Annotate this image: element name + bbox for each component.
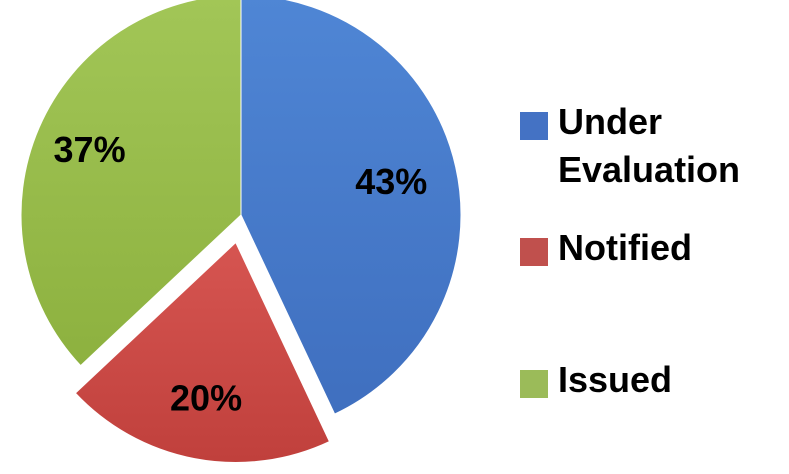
pie-slice-issued	[20, 0, 242, 367]
legend-item-issued: Issued	[520, 356, 778, 404]
pie-slice-under-evaluation	[240, 0, 462, 415]
data-label-issued: 37%	[54, 129, 126, 170]
legend-label-notified: Notified	[558, 227, 692, 268]
legend-swatch-issued	[520, 370, 548, 398]
data-label-notified: 20%	[170, 378, 242, 419]
legend-swatch-under-evaluation	[520, 112, 548, 140]
data-label-under-evaluation: 43%	[355, 161, 427, 202]
legend-swatch-notified	[520, 238, 548, 266]
legend-item-notified: Notified	[520, 224, 778, 272]
legend-label-issued: Issued	[558, 359, 673, 400]
pie-data-labels: 43% 20% 37%	[54, 129, 428, 419]
pie-slices	[20, 0, 462, 464]
pie-slice-notified	[74, 241, 331, 464]
legend-item-under-evaluation: Under Evaluation	[520, 98, 778, 194]
legend-label-under-evaluation: Under Evaluation	[558, 101, 741, 190]
